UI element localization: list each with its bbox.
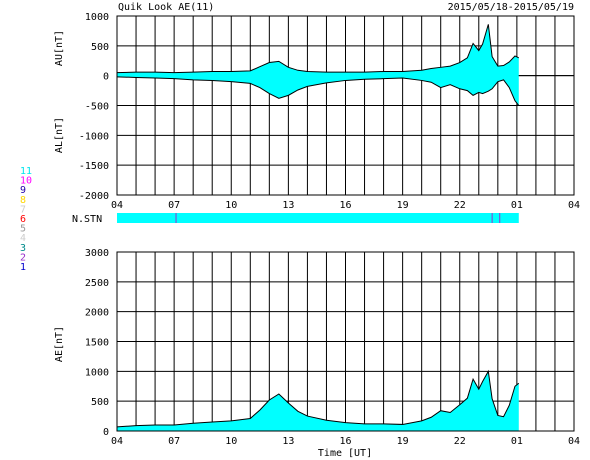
ae-x-tick-label: 04: [111, 436, 123, 447]
au-al-y-tick-label: 500: [91, 42, 109, 53]
au-al-y-tick-label: -1500: [79, 161, 109, 172]
au-al-x-tick-label: 22: [454, 200, 466, 211]
ae-axis-label: AE[nT]: [54, 326, 65, 362]
al-series-line: [116, 76, 520, 106]
au-al-x-tick-label: 10: [225, 200, 237, 211]
ae-y-tick-label: 0: [103, 427, 109, 438]
au-al-y-tick-label: -500: [85, 102, 109, 113]
ae-x-tick-label: 13: [282, 436, 294, 447]
ae-y-tick-label: 3000: [85, 248, 109, 259]
ae-series-line: [116, 369, 520, 428]
station-legend-label: 1: [20, 262, 26, 273]
chart-title: Quik Look AE(11): [118, 2, 214, 13]
station-legend-label: 9: [20, 185, 26, 196]
au-al-y-tick-label: 1000: [85, 12, 109, 23]
au-al-x-tick-label: 04: [111, 200, 123, 211]
station-legend-label: 6: [20, 214, 26, 225]
au-al-x-tick-label: 13: [282, 200, 294, 211]
au-al-y-tick-label: -1000: [79, 131, 109, 142]
station-legend-label: 2: [20, 252, 26, 263]
nstn-bar: [117, 213, 519, 223]
ae-x-tick-label: 19: [397, 436, 409, 447]
au-series-line: [116, 24, 519, 74]
station-legend-label: 10: [20, 176, 32, 187]
station-legend-label: 8: [20, 195, 26, 206]
ae-x-tick-label: 04: [568, 436, 580, 447]
ae-y-tick-label: 1500: [85, 338, 109, 349]
au-al-x-tick-label: 01: [511, 200, 523, 211]
ae-x-tick-label: 16: [339, 436, 351, 447]
au-al-x-tick-label: 16: [339, 200, 351, 211]
station-legend-label: 5: [20, 224, 26, 235]
au-al-y-tick-label: -2000: [79, 191, 109, 202]
station-legend-label: 3: [20, 243, 26, 254]
al-axis-label: AL[nT]: [54, 117, 65, 153]
au-al-envelope-area: [117, 24, 519, 106]
station-legend-label: 11: [20, 166, 32, 177]
ae-frame: [116, 251, 575, 432]
ae-x-tick-label: 22: [454, 436, 466, 447]
ae-y-tick-label: 2000: [85, 308, 109, 319]
ae-y-tick-label: 500: [91, 397, 109, 408]
ae-x-tick-label: 07: [168, 436, 180, 447]
ae-x-tick-label: 01: [511, 436, 523, 447]
x-axis-label: Time [UT]: [318, 448, 372, 459]
nstn-panel: [117, 213, 519, 223]
au-al-frame: [116, 15, 575, 196]
ae-y-tick-label: 2500: [85, 278, 109, 289]
au-al-x-tick-label: 04: [568, 200, 580, 211]
au-al-x-tick-label: 19: [397, 200, 409, 211]
ae-y-tick-label: 1000: [85, 367, 109, 378]
ae-x-tick-label: 10: [225, 436, 237, 447]
station-legend-label: 7: [20, 204, 26, 215]
au-al-x-tick-label: 07: [168, 200, 180, 211]
date-range: 2015/05/18-2015/05/19: [448, 2, 574, 13]
nstn-label: N.STN: [72, 214, 102, 225]
au-axis-label: AU[nT]: [54, 30, 65, 66]
station-legend-label: 4: [20, 233, 26, 244]
au-al-y-tick-label: 0: [103, 72, 109, 83]
